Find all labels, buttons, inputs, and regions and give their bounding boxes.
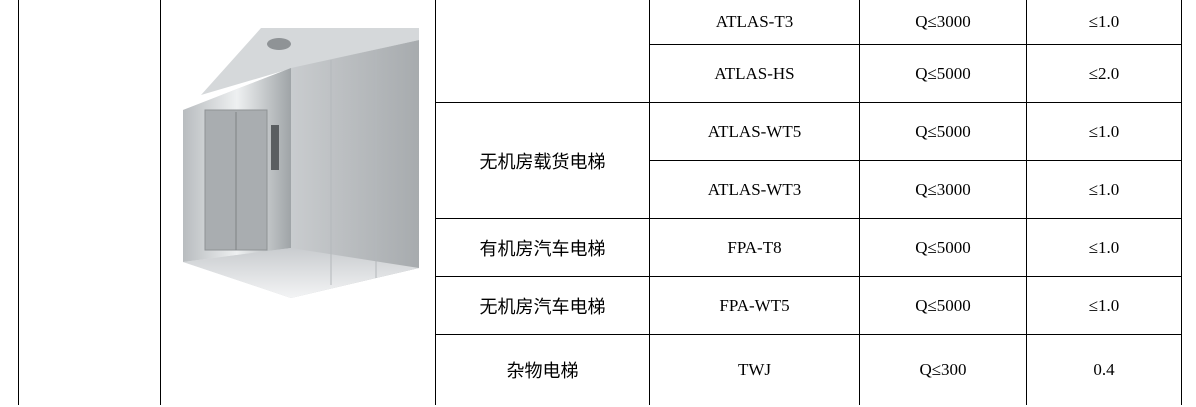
model: ATLAS-WT3	[649, 160, 860, 219]
load: Q≤5000	[859, 102, 1027, 161]
load: Q≤5000	[859, 276, 1027, 335]
row: 无机房汽车电梯 FPA-WT5 Q≤5000 ≤1.0	[19, 276, 1182, 335]
type: 无机房载货电梯	[435, 102, 650, 219]
type: 无机房汽车电梯	[435, 276, 650, 335]
speed: ≤1.0	[1026, 102, 1182, 161]
type: 有机房汽车电梯	[435, 218, 650, 277]
speed: ≤1.0	[1026, 160, 1182, 219]
load: Q≤5000	[859, 218, 1027, 277]
model: ATLAS-HS	[649, 44, 860, 103]
row: ATLAS-T3 Q≤3000 ≤1.0	[18, 0, 1182, 405]
speed: 0.4	[1026, 334, 1182, 405]
spec-table: ATLAS-T3 Q≤3000 ≤1.0 ATLAS-HS Q≤5000 ≤2.…	[18, 0, 1182, 405]
load: Q≤300	[859, 334, 1027, 405]
speed: ≤2.0	[1026, 44, 1182, 103]
load: Q≤3000	[859, 160, 1027, 219]
elevator-image	[183, 28, 419, 298]
row: ATLAS-WT3 Q≤3000 ≤1.0	[19, 160, 1182, 219]
blank-cell	[18, 0, 161, 405]
load: Q≤3000	[859, 0, 1027, 45]
row: 有机房汽车电梯 FPA-T8 Q≤5000 ≤1.0	[19, 218, 1182, 277]
model: FPA-WT5	[649, 276, 860, 335]
type-cell	[435, 0, 650, 103]
image-cell	[160, 0, 436, 405]
speed: ≤1.0	[1026, 0, 1182, 45]
load: Q≤5000	[859, 44, 1027, 103]
model: FPA-T8	[649, 218, 860, 277]
model: ATLAS-T3	[649, 0, 860, 45]
row: 杂物电梯 TWJ Q≤300 0.4	[19, 334, 1182, 405]
model: TWJ	[649, 334, 860, 405]
type: 杂物电梯	[435, 334, 650, 405]
speed: ≤1.0	[1026, 218, 1182, 277]
model: ATLAS-WT5	[649, 102, 860, 161]
speed: ≤1.0	[1026, 276, 1182, 335]
